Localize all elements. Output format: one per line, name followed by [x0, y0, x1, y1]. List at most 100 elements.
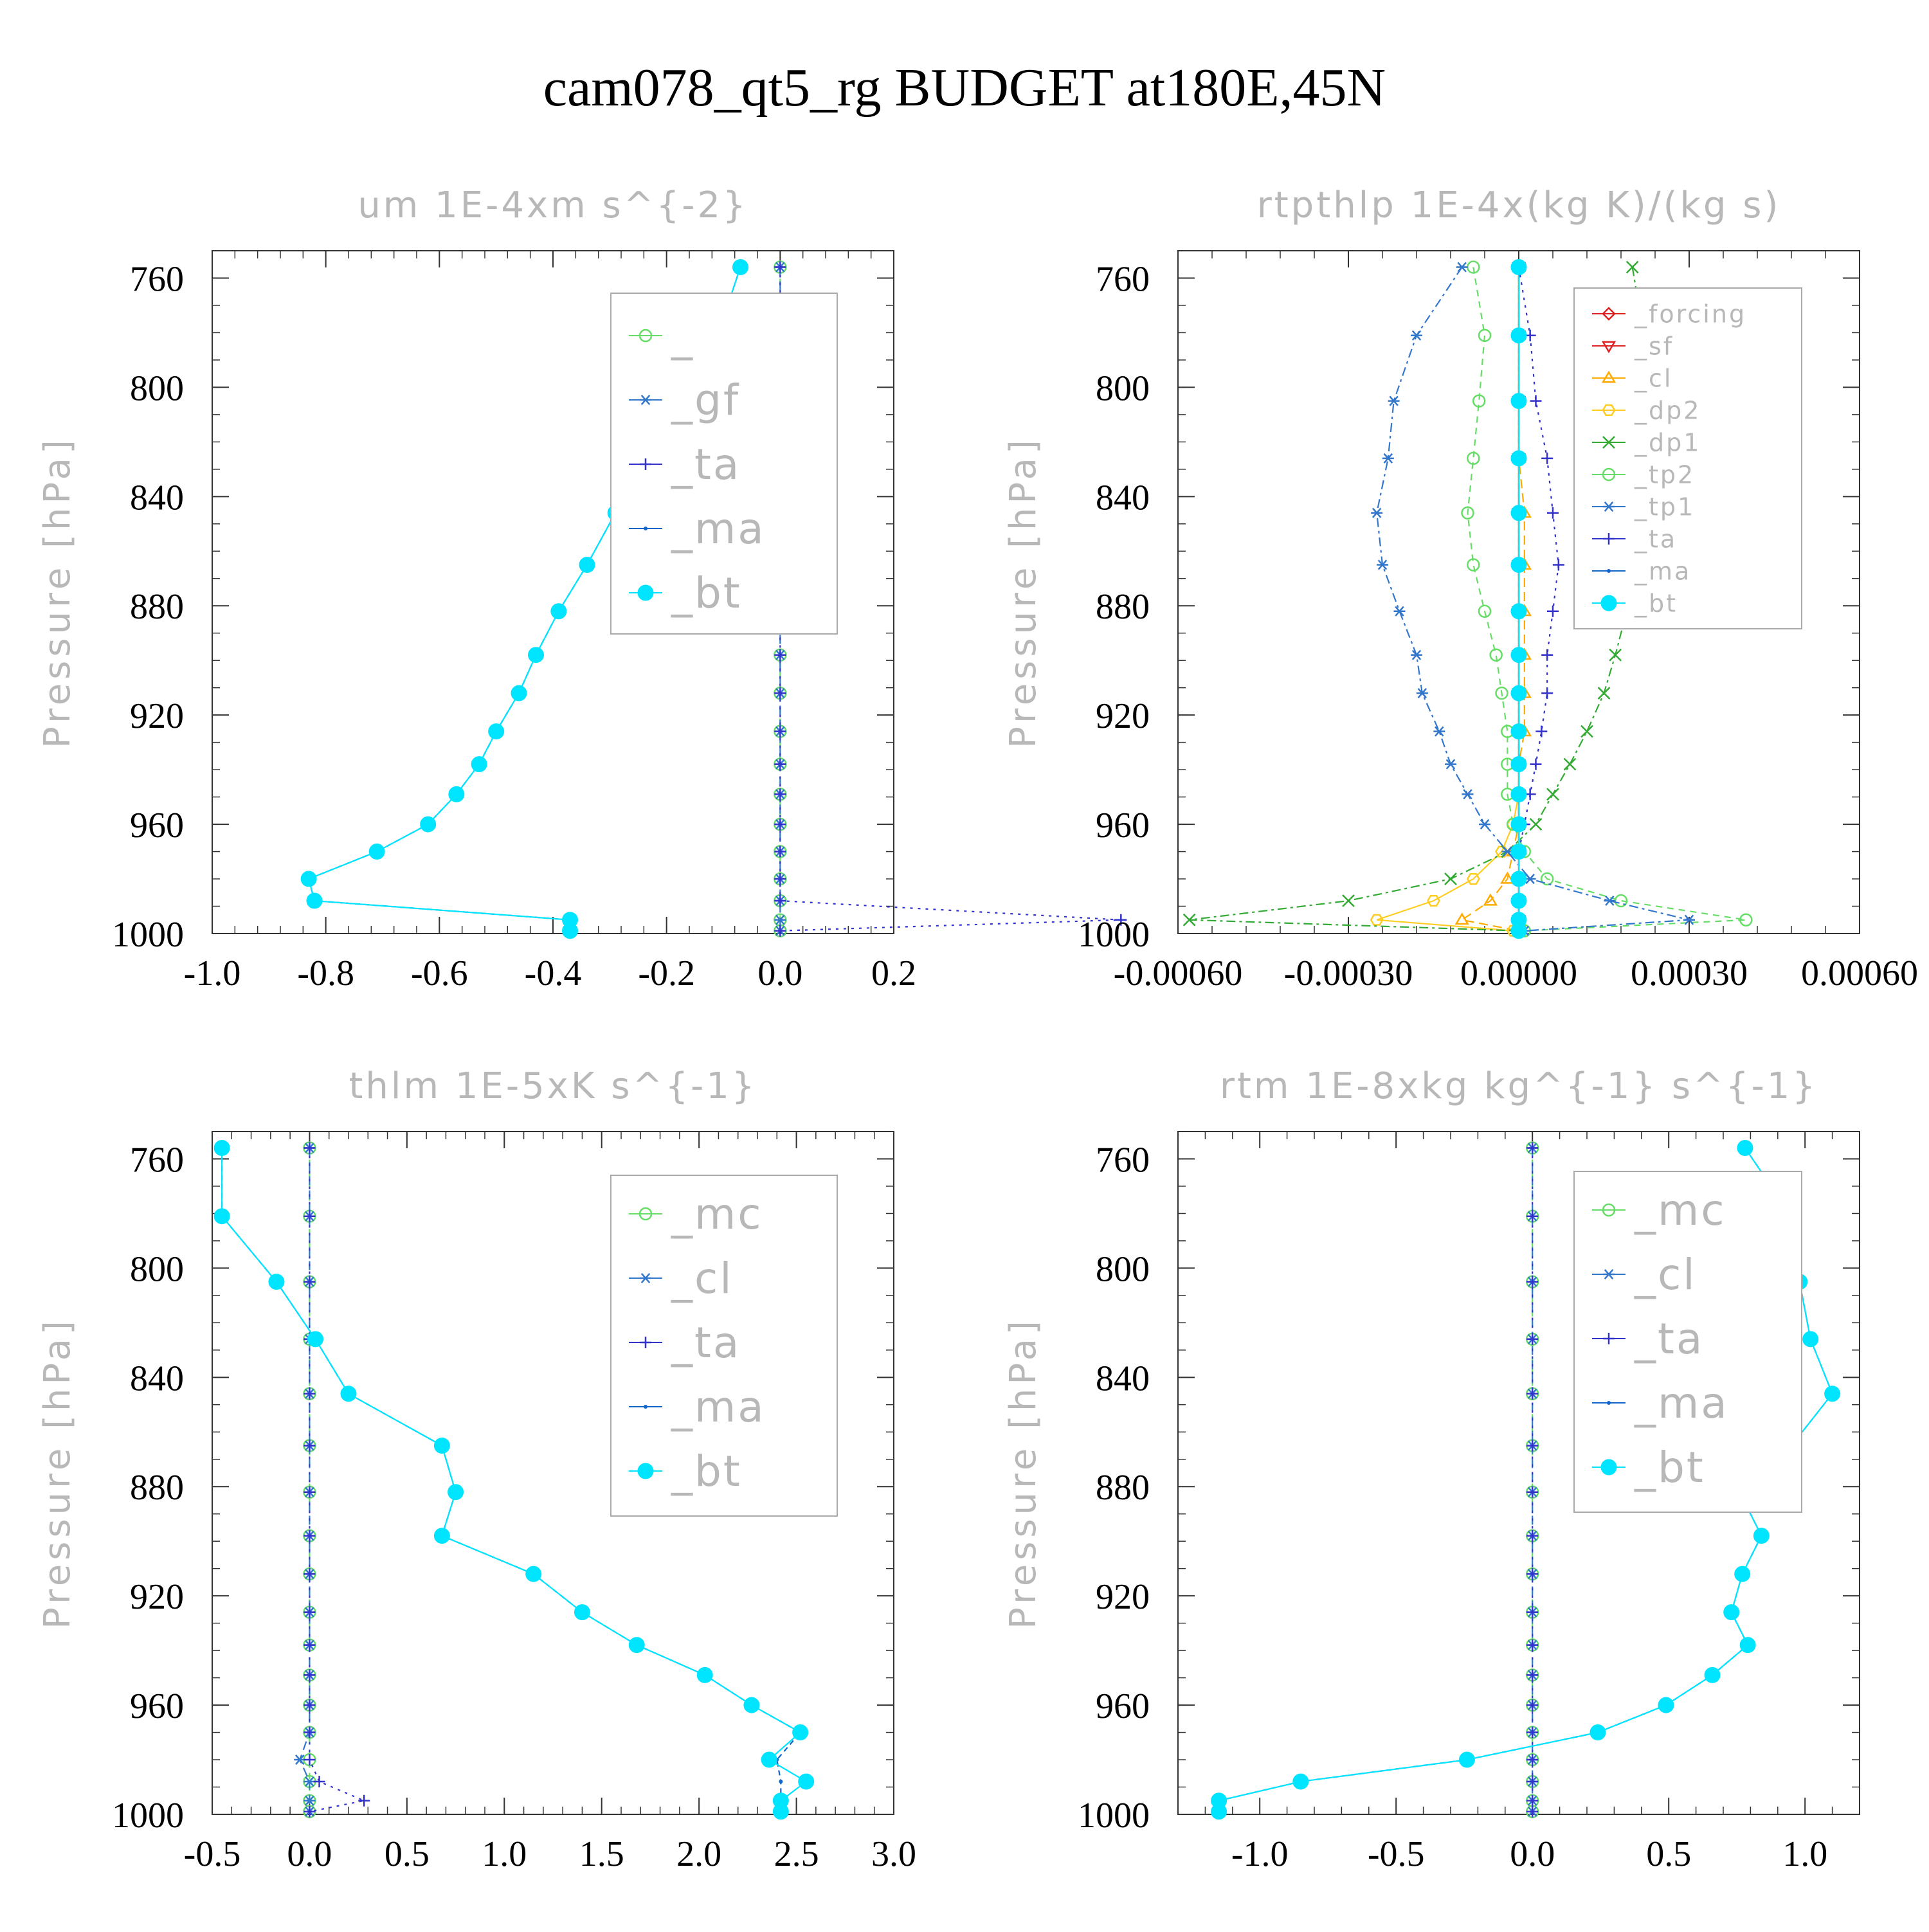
x-tick-label: 1.5	[579, 1834, 624, 1874]
data-point	[303, 1142, 316, 1154]
data-point	[1526, 1440, 1539, 1452]
legend-marker	[644, 1405, 648, 1409]
data-point	[1510, 647, 1527, 664]
series-line	[1218, 1147, 1833, 1812]
legend-label: _cl	[1634, 364, 1672, 392]
data-point	[1411, 330, 1422, 341]
data-point	[1458, 1751, 1475, 1768]
data-point	[303, 1669, 316, 1681]
y-tick-label: 800	[1096, 368, 1150, 408]
legend-label: _ma	[671, 1382, 766, 1432]
data-point	[1753, 1528, 1770, 1544]
series-line	[309, 1148, 367, 1812]
data-point	[1433, 726, 1445, 737]
data-point	[1182, 913, 1196, 926]
data-point	[1510, 450, 1527, 467]
x-tick-label: 0.0	[1510, 1834, 1555, 1874]
figure-title: cam078_qt5_rg BUDGET at180E,45N	[543, 58, 1386, 118]
x-tick-label: 0.00030	[1631, 953, 1748, 993]
plot-frame	[212, 1131, 894, 1815]
legend-label: _dp1	[1634, 428, 1701, 456]
x-tick-label: 2.5	[774, 1834, 819, 1874]
legend-box	[610, 1175, 838, 1517]
series-line	[1376, 266, 1690, 932]
y-tick-label: 960	[130, 1686, 184, 1726]
data-point	[1739, 913, 1753, 927]
data-point	[1510, 557, 1527, 573]
data-point	[1461, 506, 1474, 520]
data-point	[303, 1210, 316, 1222]
legend-marker	[1602, 436, 1615, 449]
data-point	[307, 1331, 324, 1348]
data-point	[774, 758, 786, 770]
data-point	[448, 786, 465, 802]
series-line	[1460, 267, 1525, 932]
data-point	[761, 1751, 777, 1768]
series-bt	[1510, 258, 1527, 939]
data-point	[1526, 1210, 1539, 1222]
data-point	[1526, 1639, 1539, 1651]
data-point	[1526, 1333, 1539, 1345]
data-point	[774, 261, 786, 273]
data-point	[1526, 1486, 1539, 1498]
y-tick-label: 840	[130, 1359, 184, 1398]
data-point	[1456, 262, 1468, 273]
legend-label: _gf	[671, 375, 740, 425]
series-ta	[303, 1142, 370, 1818]
data-point	[1115, 914, 1127, 926]
x-tick-label: 0.0	[757, 953, 802, 993]
data-point	[1526, 1726, 1539, 1738]
data-point	[1526, 1699, 1539, 1711]
panel-title: rtpthlp 1E-4x(kg K)/(kg s)	[1257, 185, 1781, 226]
x-tick-label: -0.00060	[1114, 953, 1243, 993]
x-tick-label: 0.2	[871, 953, 916, 993]
x-tick-label: 0.5	[1646, 1834, 1691, 1874]
legend-marker	[637, 1463, 654, 1479]
data-point	[1802, 1331, 1819, 1348]
y-axis-label: Pressure [hPa]	[1002, 436, 1044, 748]
data-point	[1540, 872, 1554, 886]
data-point	[1734, 1566, 1751, 1582]
data-point	[1552, 559, 1564, 571]
data-point	[574, 1604, 590, 1621]
legend-marker	[1603, 533, 1615, 545]
data-point	[792, 1724, 809, 1741]
y-axis-label: Pressure [hPa]	[37, 436, 78, 748]
data-point	[1526, 1805, 1539, 1818]
y-tick-label: 880	[130, 1468, 184, 1508]
legend-marker	[1607, 1401, 1611, 1405]
data-point	[1737, 1139, 1753, 1156]
data-point	[1526, 1776, 1539, 1788]
y-tick-label: 960	[1096, 806, 1150, 845]
y-axis-label: Pressure [hPa]	[37, 1317, 78, 1629]
data-point	[511, 685, 527, 701]
data-point	[303, 1754, 316, 1766]
series-bt	[213, 1139, 815, 1820]
y-tick-label: 1000	[1078, 1796, 1150, 1836]
data-point	[433, 1528, 450, 1544]
y-tick-label: 920	[130, 1577, 184, 1617]
data-point	[303, 1486, 316, 1498]
legend-marker	[640, 1272, 651, 1284]
data-point	[1723, 1604, 1740, 1621]
data-point	[1526, 1142, 1539, 1154]
series-line	[1189, 267, 1651, 932]
data-point	[1510, 393, 1527, 410]
x-tick-label: 2.0	[676, 1834, 721, 1874]
legend-label: _ta	[1634, 1314, 1704, 1364]
legend-marker	[1600, 595, 1617, 611]
y-tick-label: 1000	[1078, 915, 1150, 955]
data-point	[303, 1795, 316, 1806]
series-ta	[774, 261, 1127, 937]
data-point	[774, 818, 786, 831]
legend-label: _mc	[671, 1189, 763, 1239]
data-point	[1597, 687, 1611, 700]
data-point	[1342, 894, 1355, 907]
y-tick-label: 1000	[112, 1796, 184, 1836]
legend-label: _ta	[671, 440, 741, 489]
legend-label: _sf	[1634, 332, 1674, 360]
data-point	[1388, 395, 1400, 406]
legend-marker	[644, 527, 648, 530]
